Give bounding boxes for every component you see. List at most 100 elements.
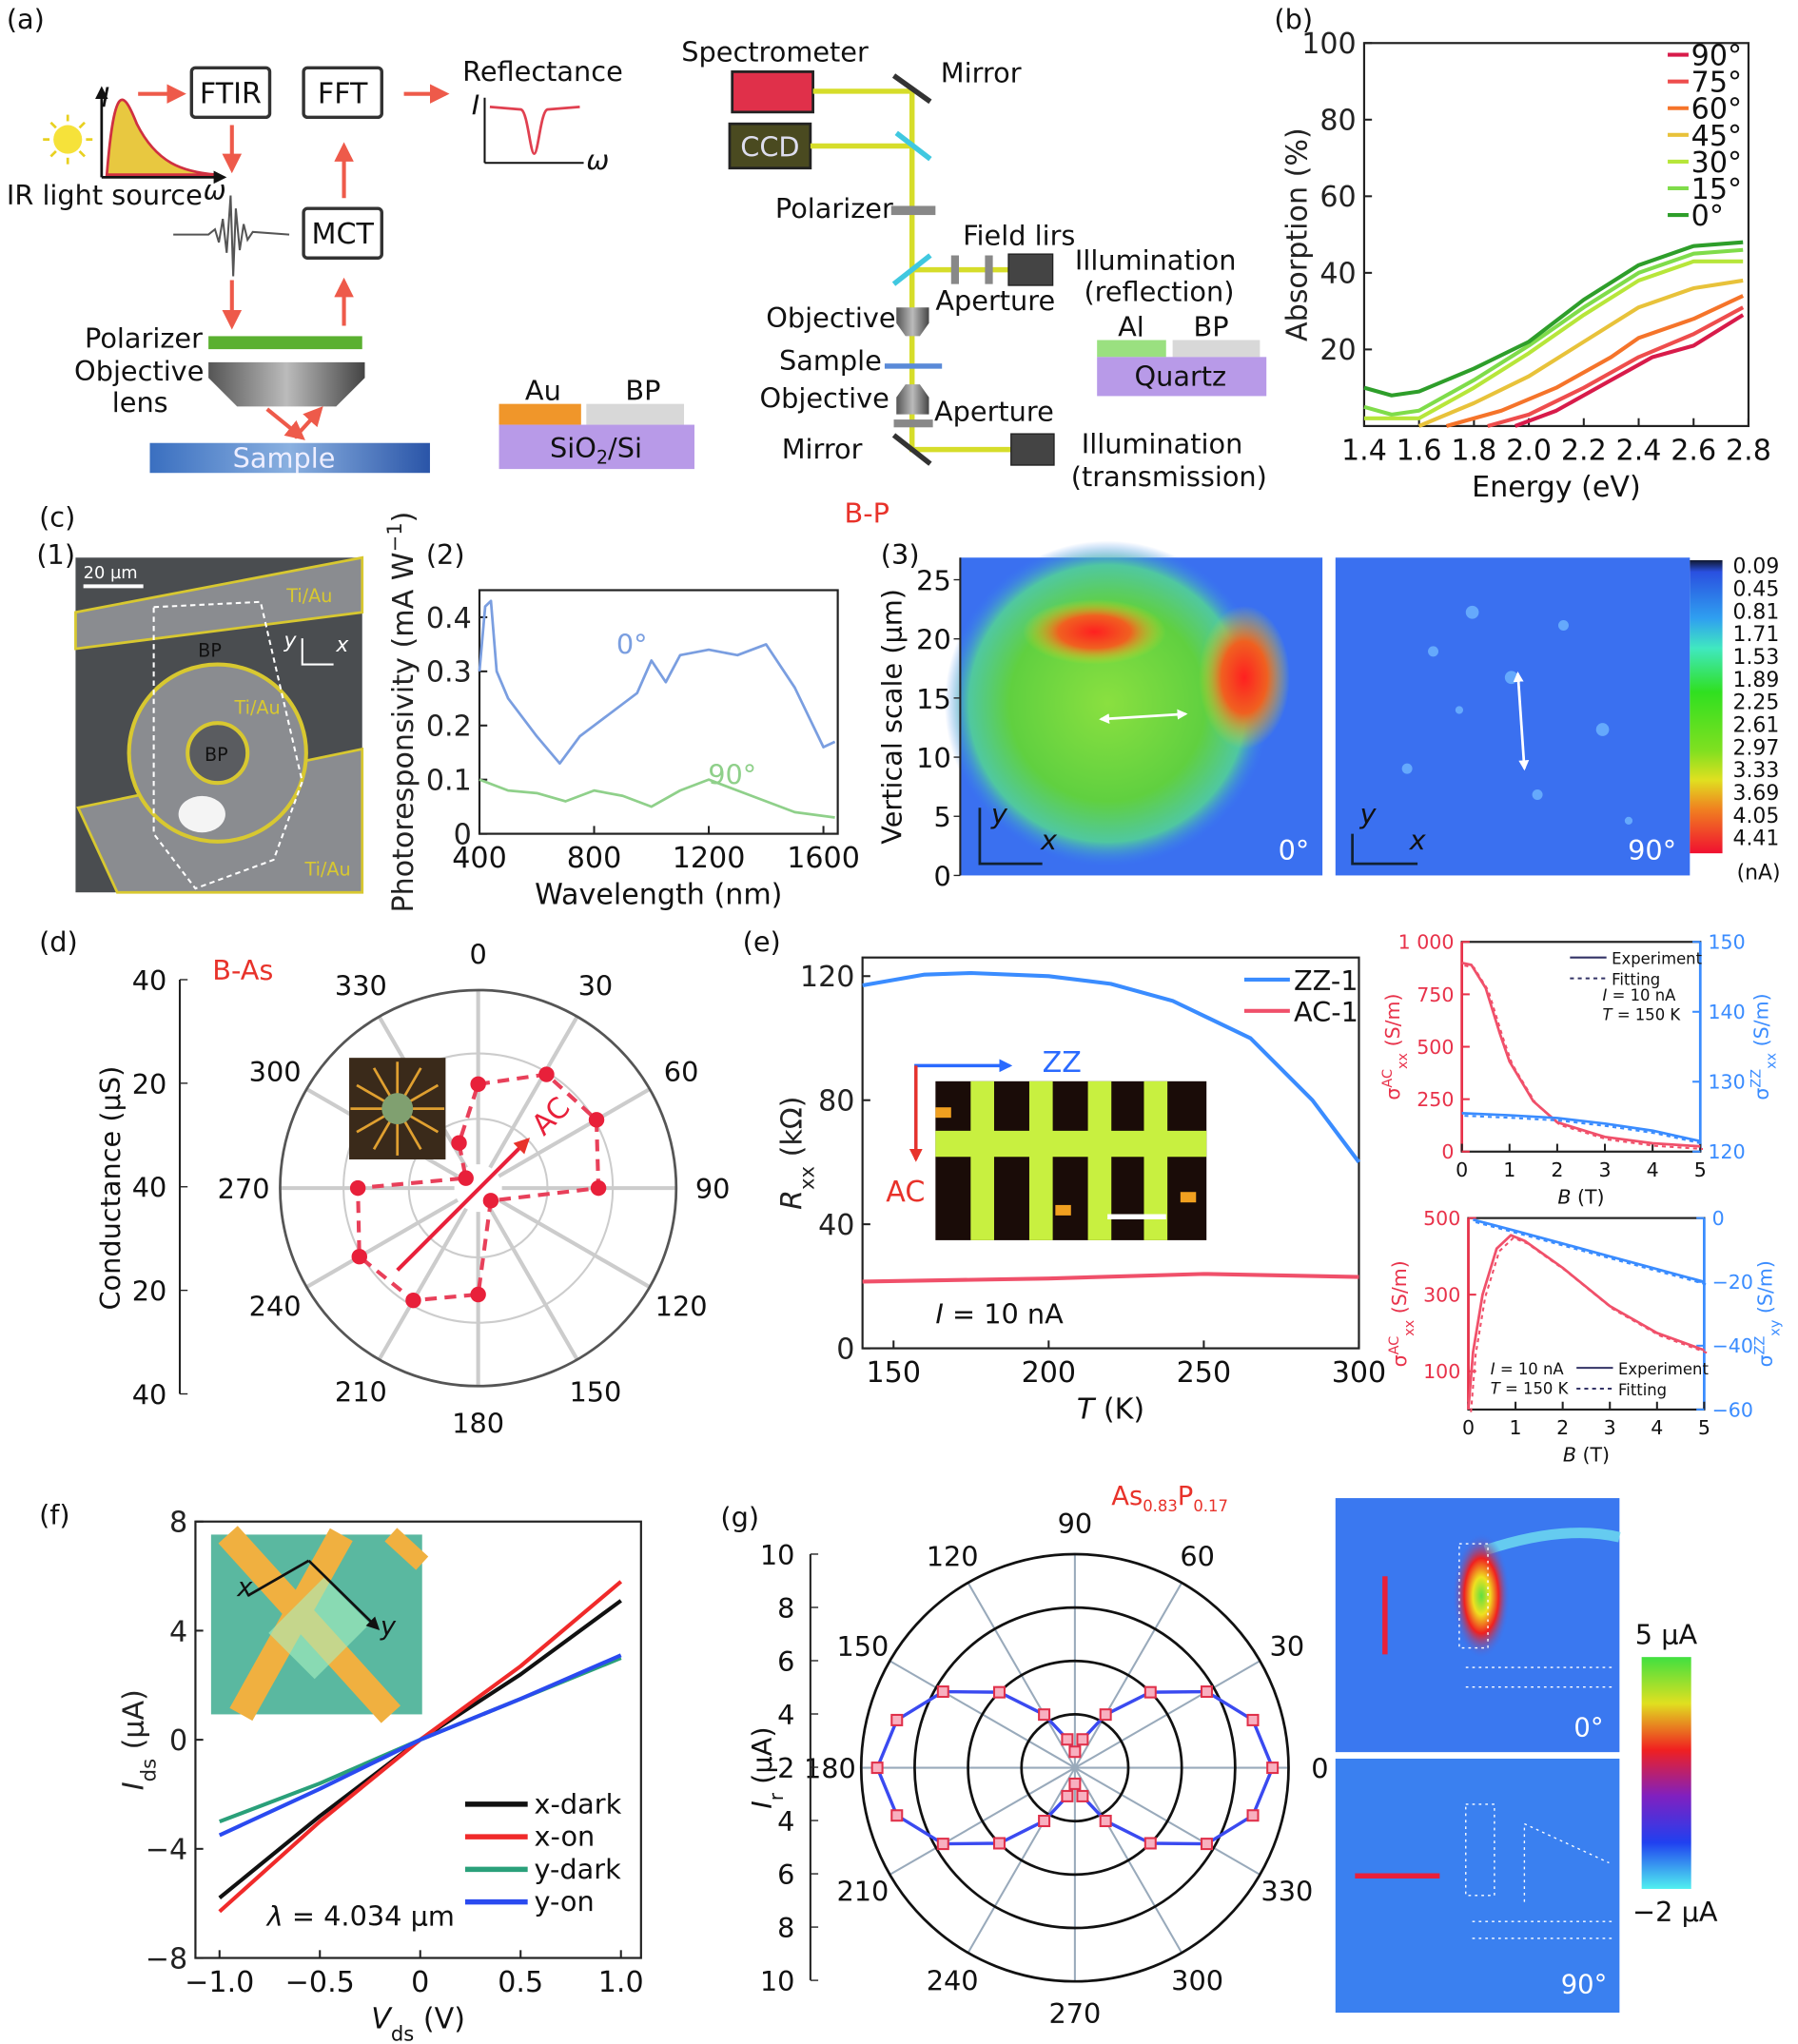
x-tick-label: 2.6	[1671, 435, 1716, 468]
series-fit-line-0	[1470, 1236, 1708, 1412]
y-tick-label: 0	[1441, 1140, 1454, 1163]
y-axis-label: Rxx (kΩ)	[775, 1096, 818, 1209]
y2-tick-label: −60	[1712, 1398, 1753, 1421]
legend-label: 90°	[1691, 40, 1742, 73]
angle-label: 330	[1261, 1875, 1313, 1907]
angle-label: 180	[452, 1408, 504, 1440]
sample-label: Sample	[233, 442, 336, 475]
data-point	[470, 1286, 486, 1303]
al-layer	[1097, 340, 1166, 358]
data-point	[870, 1762, 884, 1775]
colorbar-tick-label: 1.71	[1733, 623, 1780, 647]
data-point	[590, 1179, 607, 1197]
omega-axis-label: ω	[204, 174, 226, 206]
panel-label-b: (b)	[1274, 3, 1313, 35]
polar-spoke	[488, 1207, 579, 1361]
x-tick-label: 150	[867, 1356, 922, 1390]
label-part: λ	[265, 1899, 283, 1932]
angle-label: 300	[1171, 1965, 1223, 1997]
data-point	[1061, 1789, 1074, 1802]
legend-label: ZZ-1	[1294, 964, 1358, 997]
label-part: = 10 nA	[944, 1298, 1064, 1331]
data-point	[1038, 1708, 1051, 1722]
x-tick-label: 2	[1556, 1416, 1569, 1439]
field-lens-label: Field lirs	[963, 220, 1075, 252]
panel-label-c3: (3)	[881, 538, 920, 571]
data-point	[1068, 1745, 1082, 1759]
bp-label: BP	[198, 639, 222, 661]
panel-angle-label: 90°	[1628, 834, 1676, 866]
legend-label: Experiment	[1612, 950, 1702, 968]
colorbar-tick-label: 2.25	[1733, 691, 1780, 715]
legend-label: 0°	[1691, 200, 1724, 233]
panel-label-c1: (1)	[36, 538, 75, 571]
x-tick-label: −0.5	[285, 1966, 355, 1999]
au-layer	[498, 403, 581, 425]
colorbar-tick-label: 1.53	[1733, 646, 1780, 670]
y-tick-label: 10	[760, 1965, 795, 1997]
y-tick-label: 750	[1417, 983, 1454, 1006]
y-tick-label: 40	[132, 964, 167, 997]
photocurrent-polar-chart: 0 30 60 90 120 150 180 210 240 270 300 330 10 8 6 4 2 4 6 8…	[746, 1508, 1329, 2030]
y-tick-label: 40	[1319, 258, 1356, 291]
x-axis-label: B (T)	[1557, 1186, 1604, 1209]
colorbar-tick-label: 0.09	[1733, 555, 1780, 579]
data-point	[482, 1193, 499, 1209]
label-part: (S/m)	[1388, 1260, 1411, 1319]
x-tick-label: 800	[567, 842, 622, 875]
sun-icon	[43, 114, 93, 165]
y-tick-label: 0.4	[426, 602, 472, 635]
label-part: I	[746, 1801, 778, 1808]
panel-label-c2: (2)	[426, 538, 465, 571]
colorbar-min-label: −2 µA	[1632, 1896, 1718, 1928]
y-tick-label: 80	[818, 1085, 854, 1119]
y2-tick-label: 140	[1708, 1001, 1745, 1023]
series-line-1	[862, 1272, 1359, 1284]
panel-label-d: (d)	[39, 925, 78, 958]
ccd-box	[728, 122, 812, 170]
bas-title: B-As	[212, 954, 273, 986]
angle-label: 90°	[1561, 1971, 1608, 2000]
photocurrent-map-0deg	[944, 540, 1323, 876]
label-part: σ	[1381, 1088, 1404, 1100]
bp-layer	[586, 403, 685, 425]
reflectance-plot	[483, 97, 584, 165]
colorbar-tick-label: 4.05	[1733, 805, 1780, 828]
bp-title: B-P	[844, 496, 889, 529]
data-point	[1076, 1733, 1089, 1746]
y-tick-label: 40	[132, 1172, 167, 1204]
arrow	[293, 406, 323, 439]
y-tick-label: 0.1	[426, 765, 472, 798]
colorbar-tick-label: 4.41	[1733, 827, 1780, 851]
field-lens	[985, 255, 993, 284]
data-point	[1061, 1733, 1074, 1746]
condition-note: T = 150 K	[1603, 1005, 1682, 1023]
legend-label: x-dark	[535, 1788, 622, 1820]
y-axis-label: Ids (µA)	[118, 1689, 161, 1790]
series-line-1	[479, 778, 835, 819]
photocurrent-image-0deg	[1335, 1498, 1621, 1753]
objective-lens-label: Objective	[74, 355, 204, 387]
x-tick-label: 4	[1651, 1416, 1663, 1439]
colorbar-tick-label: 2.97	[1733, 736, 1780, 760]
label-part: T	[1603, 1005, 1614, 1023]
angle-label: 120	[927, 1541, 979, 1573]
bp-label: BP	[1194, 310, 1229, 342]
label-part: (T)	[1576, 1444, 1610, 1467]
y-tick-label: 4	[777, 1699, 794, 1731]
y-tick-label: 300	[1423, 1284, 1460, 1307]
objective-label: Objective	[766, 302, 895, 334]
label-part: ds	[136, 1759, 160, 1781]
y-tick-label: 0	[454, 818, 472, 851]
series-line-0	[1514, 313, 1745, 428]
label-part: = 4.034 µm	[283, 1899, 455, 1932]
bp-label: BP	[205, 744, 228, 766]
colorbar-tick-label: 0.45	[1733, 578, 1780, 602]
x-axis-label: B (T)	[1563, 1444, 1610, 1467]
asp-title: As0.83P0.17	[1111, 1482, 1228, 1515]
label-part: xx	[1396, 1052, 1411, 1069]
data-point	[588, 1112, 605, 1128]
series-fit-line-1	[1464, 1115, 1704, 1145]
y-tick-label: 5	[933, 801, 950, 833]
